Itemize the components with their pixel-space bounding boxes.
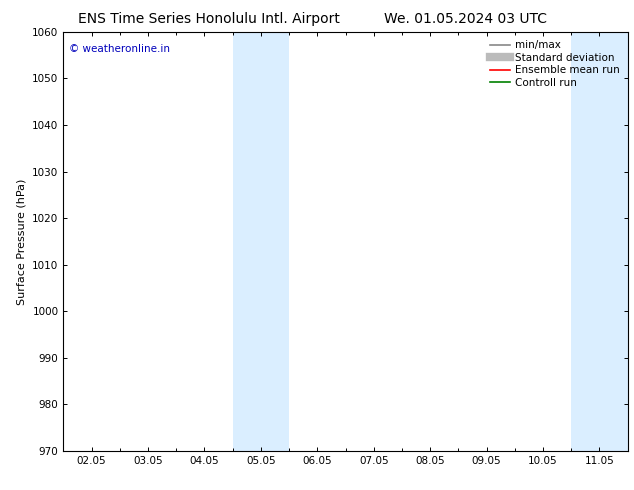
Text: ENS Time Series Honolulu Intl. Airport: ENS Time Series Honolulu Intl. Airport — [78, 12, 340, 26]
Bar — [571, 32, 628, 451]
Text: © weatheronline.in: © weatheronline.in — [69, 45, 170, 54]
Y-axis label: Surface Pressure (hPa): Surface Pressure (hPa) — [16, 178, 27, 304]
Legend: min/max, Standard deviation, Ensemble mean run, Controll run: min/max, Standard deviation, Ensemble me… — [486, 37, 623, 91]
Text: We. 01.05.2024 03 UTC: We. 01.05.2024 03 UTC — [384, 12, 548, 26]
Bar — [233, 32, 289, 451]
